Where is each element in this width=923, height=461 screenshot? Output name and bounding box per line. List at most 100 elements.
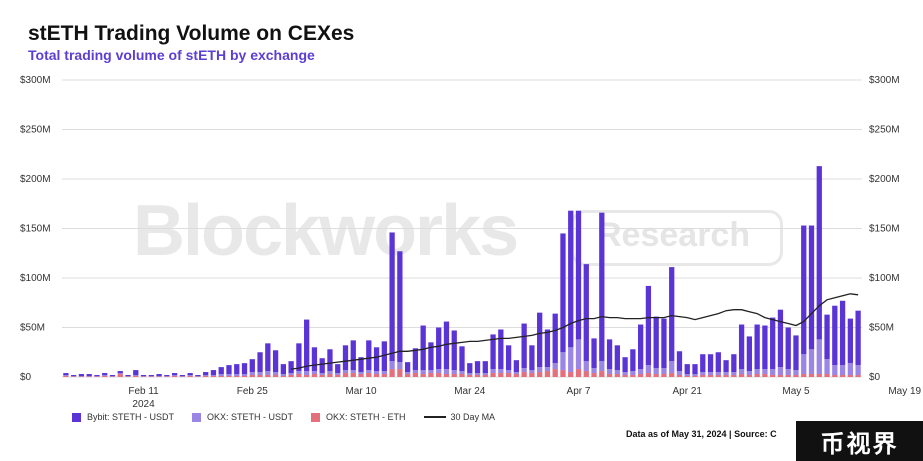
bar-okx-eth: [606, 374, 613, 377]
bar-okx-eth: [669, 373, 675, 377]
bar-okx-usdt: [676, 371, 683, 376]
y-tick-label-right: $250M: [869, 125, 900, 136]
bar-bybit: [630, 349, 636, 372]
bar-bybit: [738, 324, 745, 370]
watermark-research-text: Research: [597, 216, 751, 254]
y-tick-label-left: $100M: [20, 273, 51, 284]
bar-bybit: [816, 166, 822, 340]
y-axis-left: $0 $50M $100M $150M $200M $250M $300M: [20, 75, 51, 383]
bar-okx-eth: [467, 375, 473, 377]
bar-okx-eth: [420, 374, 426, 377]
bar-okx-usdt: [366, 370, 372, 374]
bar-bybit: [63, 373, 69, 376]
bar-okx-usdt: [793, 370, 799, 376]
bar-okx-eth: [272, 375, 279, 377]
bar-bybit: [746, 336, 753, 372]
bar-okx-usdt: [544, 367, 551, 372]
bar-okx-usdt: [692, 374, 698, 377]
x-tick-label: Feb 11: [128, 386, 159, 397]
bar-okx-eth: [342, 373, 349, 377]
legend-label-okx-eth: OKX: STETH - ETH: [326, 412, 406, 422]
bar-bybit: [575, 210, 582, 340]
bar-okx-eth: [241, 376, 248, 377]
bar-okx-eth: [358, 374, 364, 377]
bar-bybit: [358, 357, 364, 373]
ma-line: [291, 293, 859, 370]
bar-okx-usdt: [288, 373, 294, 376]
bar-okx-usdt: [241, 374, 248, 377]
bar-bybit: [474, 361, 481, 374]
y-tick-label-left: $200M: [20, 174, 51, 185]
bar-okx-eth: [373, 374, 380, 377]
bar-okx-eth: [855, 375, 861, 377]
bar-bybit: [552, 313, 558, 364]
bar-bybit: [257, 352, 263, 373]
bar-okx-usdt: [738, 369, 745, 375]
bar-bybit: [117, 371, 123, 374]
bar-bybit: [482, 361, 488, 374]
x-tick-label: Apr 21: [673, 386, 703, 397]
bar-bybit: [389, 232, 395, 362]
bar-okx-usdt: [808, 349, 815, 375]
bar-okx-usdt: [824, 359, 830, 375]
bar-okx-usdt: [490, 369, 496, 374]
bar-okx-eth: [801, 374, 807, 377]
footer-source: Data as of May 31, 2024 | Source: C: [626, 429, 777, 439]
bar-bybit: [265, 343, 271, 372]
bar-bybit: [777, 309, 784, 368]
y-tick-label-right: $50M: [869, 323, 894, 334]
bar-bybit: [296, 343, 302, 372]
legend-label-ma: 30 Day MA: [450, 412, 496, 422]
bar-bybit: [723, 360, 729, 373]
bar-bybit: [86, 374, 92, 377]
legend-item-bybit: Bybit: STETH - USDT: [72, 412, 174, 422]
bar-okx-eth: [614, 374, 620, 377]
bar-okx-usdt: [451, 370, 457, 375]
bar-okx-eth: [304, 375, 310, 377]
bar-bybit: [754, 324, 760, 370]
bar-okx-usdt: [606, 369, 613, 375]
bar-bybit: [676, 351, 683, 372]
bar-bybit: [808, 225, 815, 350]
bar-okx-usdt: [521, 368, 527, 373]
bar-okx-eth: [700, 375, 706, 377]
bar-bybit: [839, 300, 846, 366]
bar-bybit: [614, 345, 620, 371]
y-tick-label-right: $200M: [869, 174, 900, 185]
bar-bybit: [521, 323, 527, 369]
bar-bybit: [420, 325, 426, 371]
bar-okx-usdt: [397, 362, 403, 370]
x-tick-label: Mar 10: [345, 386, 377, 397]
bar-okx-eth: [117, 374, 123, 377]
bar-okx-usdt: [801, 354, 807, 375]
y-tick-label-right: $0: [869, 372, 881, 383]
legend-swatch-ma: [423, 416, 446, 418]
bar-okx-eth: [428, 373, 434, 377]
bar-okx-eth: [436, 373, 442, 377]
bar-okx-usdt: [591, 368, 597, 374]
bar-bybit: [350, 340, 356, 371]
bar-okx-eth: [824, 374, 830, 377]
bar-bybit: [801, 225, 807, 355]
bar-bybit: [785, 327, 791, 370]
bar-okx-usdt: [645, 365, 652, 374]
bar-okx-eth: [762, 374, 768, 377]
y-tick-label-left: $250M: [20, 125, 51, 136]
bar-okx-usdt: [459, 371, 465, 375]
bar-okx-eth: [474, 375, 481, 377]
bar-okx-eth: [397, 369, 403, 377]
bar-okx-usdt: [762, 369, 768, 375]
bar-okx-eth: [389, 369, 395, 377]
x-tick-sublabel: 2024: [132, 399, 155, 410]
bar-bybit: [583, 264, 589, 362]
bar-okx-usdt: [187, 375, 193, 377]
y-tick-label-left: $300M: [20, 75, 51, 86]
bar-okx-eth: [288, 375, 294, 377]
bar-okx-eth: [754, 374, 760, 377]
bar-bybit: [591, 338, 597, 369]
bar-bybit: [490, 334, 496, 370]
bar-bybit: [234, 364, 240, 375]
bar-okx-usdt: [226, 374, 232, 377]
x-tick-label: Apr 7: [567, 386, 591, 397]
